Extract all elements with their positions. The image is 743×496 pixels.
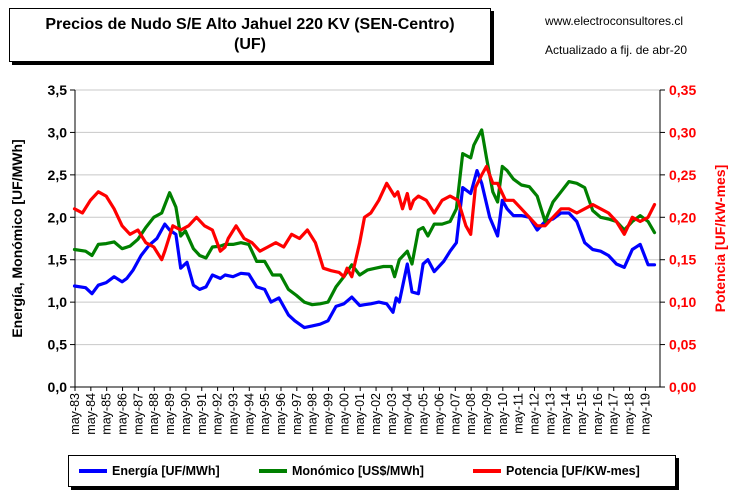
legend-label-potencia: Potencia [UF/KW-mes] [506,464,640,478]
x-tick-label: may-01 [353,393,367,435]
grid-lines [75,89,660,346]
series-monomico [72,128,657,307]
y-left-tick-label: 2,0 [48,209,68,225]
legend-item-potencia: Potencia [UF/KW-mes] [473,456,640,486]
x-tick-label: may-98 [306,393,320,435]
x-tick-label: may-94 [242,393,256,435]
x-tick-label: may-96 [274,393,288,435]
legend-label-monomico: Monómico [US$/MWh] [292,464,424,478]
y-axis-left-label: Energía, Monómico [UF/MWh] [9,139,25,337]
legend-swatch-monomico [259,469,287,473]
y-right-tick-label: 0,05 [669,337,696,353]
y-left-tick-label: 3,0 [48,124,68,140]
y-left-tick-label: 1,5 [48,252,68,268]
y-right-tick-label: 0,15 [669,252,696,268]
axes [70,89,665,391]
y-right-tick-label: 0,20 [669,209,696,225]
legend-label-energia: Energía [UF/MWh] [112,464,220,478]
y-left-tick-label: 2,5 [48,167,68,183]
x-tick-label: may-09 [480,393,494,435]
y-right-tick-label: 0,25 [669,167,696,183]
series-lines [72,128,657,330]
x-tick-label: may-00 [337,393,351,435]
x-tick-label: may-07 [448,393,462,435]
y-left-tick-label: 3,5 [48,82,68,98]
y-right-tick-label: 0,00 [669,379,696,395]
x-tick-label: may-92 [211,393,225,435]
line-chart: 0,0 0,5 1,0 1,5 2,0 2,5 3,0 3,5 0,00 0,05 0,10 0,15… [9,82,728,435]
tick-labels: 0,0 0,5 1,0 1,5 2,0 2,5 3,0 3,5 0,00 0,05 0,10 0,15… [48,82,697,435]
y-right-tick-label: 0,30 [669,124,696,140]
y-left-tick-label: 0,5 [48,337,68,353]
x-tick-label: may-88 [147,393,161,435]
x-tick-label: may-11 [512,393,526,434]
x-tick-label: may-19 [638,393,652,435]
chart-title: Precios de Nudo S/E Alto Jahuel 220 KV (… [45,16,455,33]
x-tick-label: may-89 [163,393,177,435]
x-tick-label: may-84 [84,393,98,435]
x-tick-label: may-16 [591,393,605,435]
x-tick-label: may-15 [575,393,589,435]
x-tick-label: may-03 [385,393,399,435]
website-label: www.electroconsultores.cl [545,14,684,28]
legend-item-monomico: Monómico [US$/MWh] [259,456,424,486]
x-tick-label: may-08 [464,393,478,435]
x-tick-label: may-14 [559,393,573,435]
series-energia [72,169,657,330]
legend-swatch-energia [79,469,107,473]
x-tick-label: may-97 [290,393,304,435]
x-tick-label: may-02 [369,393,383,435]
chart-title-box: Precios de Nudo S/E Alto Jahuel 220 KV (… [9,8,491,62]
chart-title-unit: (UF) [234,36,266,53]
x-tick-label: may-10 [496,393,510,435]
y-axis-right-label: Potencia [UF/kW-mes] [712,165,728,313]
updated-label: Actualizado a fij. de abr-20 [545,43,688,57]
x-tick-label: may-04 [401,393,415,435]
x-tick-label: may-18 [623,393,637,435]
y-right-tick-label: 0,10 [669,294,696,310]
legend: Energía [UF/MWh] Monómico [US$/MWh] Pote… [68,455,676,487]
x-tick-label: may-13 [543,393,557,435]
x-tick-label: may-85 [100,393,114,435]
x-tick-label: may-83 [68,393,82,435]
x-tick-label: may-87 [131,393,145,435]
x-tick-label: may-90 [179,393,193,435]
legend-item-energia: Energía [UF/MWh] [79,456,220,486]
series-potencia [72,164,657,279]
x-tick-label: may-05 [417,393,431,435]
x-tick-label: may-17 [607,393,621,435]
x-tick-label: may-91 [195,393,209,435]
legend-swatch-potencia [473,469,501,473]
y-left-tick-label: 1,0 [48,294,68,310]
x-tick-label: may-95 [258,393,272,435]
x-tick-label: may-93 [226,393,240,435]
x-tick-label: may-06 [432,393,446,435]
x-tick-label: may-99 [322,393,336,435]
x-tick-label: may-12 [528,393,542,435]
y-right-tick-label: 0,35 [669,82,696,98]
x-tick-label: may-86 [116,393,130,435]
y-left-tick-label: 0,0 [48,379,68,395]
